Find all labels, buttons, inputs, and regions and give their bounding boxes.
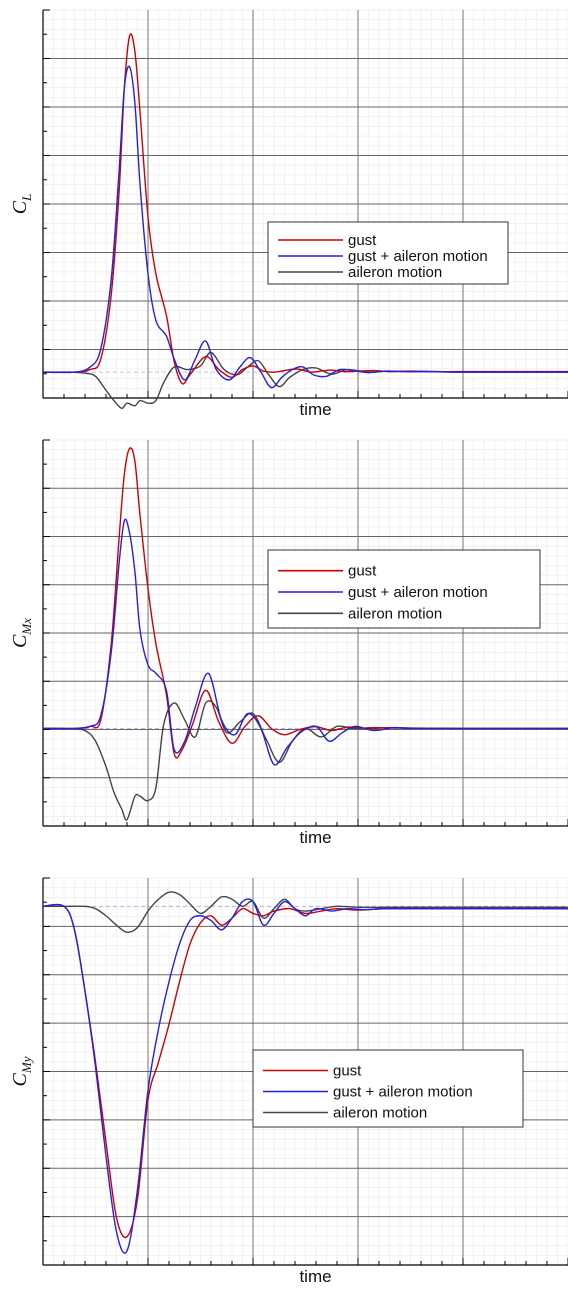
y-axis-label: CMy <box>9 1056 34 1086</box>
legend-box <box>267 549 541 629</box>
y-axis-label-subscript: L <box>19 194 34 202</box>
x-axis-label: time <box>299 400 331 419</box>
series-line-aileron-motion <box>42 700 568 821</box>
legend-label: aileron motion <box>348 264 442 281</box>
series-line-gust <box>42 33 568 385</box>
series-line-gust <box>42 447 568 759</box>
legend-label: gust <box>348 563 377 580</box>
series-line-gust-aileron-motion <box>42 518 568 766</box>
legend-label: aileron motion <box>333 1105 427 1122</box>
series-line-gust-aileron-motion <box>42 898 568 1254</box>
series-line-gust <box>42 903 568 1239</box>
series-line-aileron-motion <box>43 891 568 934</box>
x-axis-label: time <box>299 1267 331 1286</box>
x-axis-label: time <box>299 828 331 847</box>
chart-panel-2: gust gust + aileron motion aileron motion t… <box>9 439 568 847</box>
legend-label: gust + aileron motion <box>348 584 488 601</box>
legend-label: gust + aileron motion <box>348 248 488 265</box>
legend-label: aileron motion <box>348 605 442 622</box>
y-axis-label-main: C <box>9 200 31 214</box>
legend: gust gust + aileron motion aileron motion <box>267 549 541 629</box>
legend-label: gust <box>333 1063 362 1080</box>
legend-label: gust + aileron motion <box>333 1084 473 1101</box>
legend-label: gust <box>348 232 377 249</box>
legend-box <box>252 1049 524 1128</box>
y-axis-label-main: C <box>9 634 31 648</box>
series-line-gust-aileron-motion <box>42 65 568 389</box>
y-axis-label: CMx <box>9 618 34 648</box>
legend: gust gust + aileron motion aileron motion <box>252 1049 524 1128</box>
y-axis-label-main: C <box>9 1072 31 1086</box>
y-axis-label: CL <box>9 194 34 215</box>
legend-box <box>267 221 509 285</box>
y-axis-label-subscript: Mx <box>19 618 34 636</box>
chart-panel-3: gust gust + aileron motion aileron motion t… <box>9 877 568 1286</box>
y-axis-label-subscript: My <box>19 1056 34 1074</box>
